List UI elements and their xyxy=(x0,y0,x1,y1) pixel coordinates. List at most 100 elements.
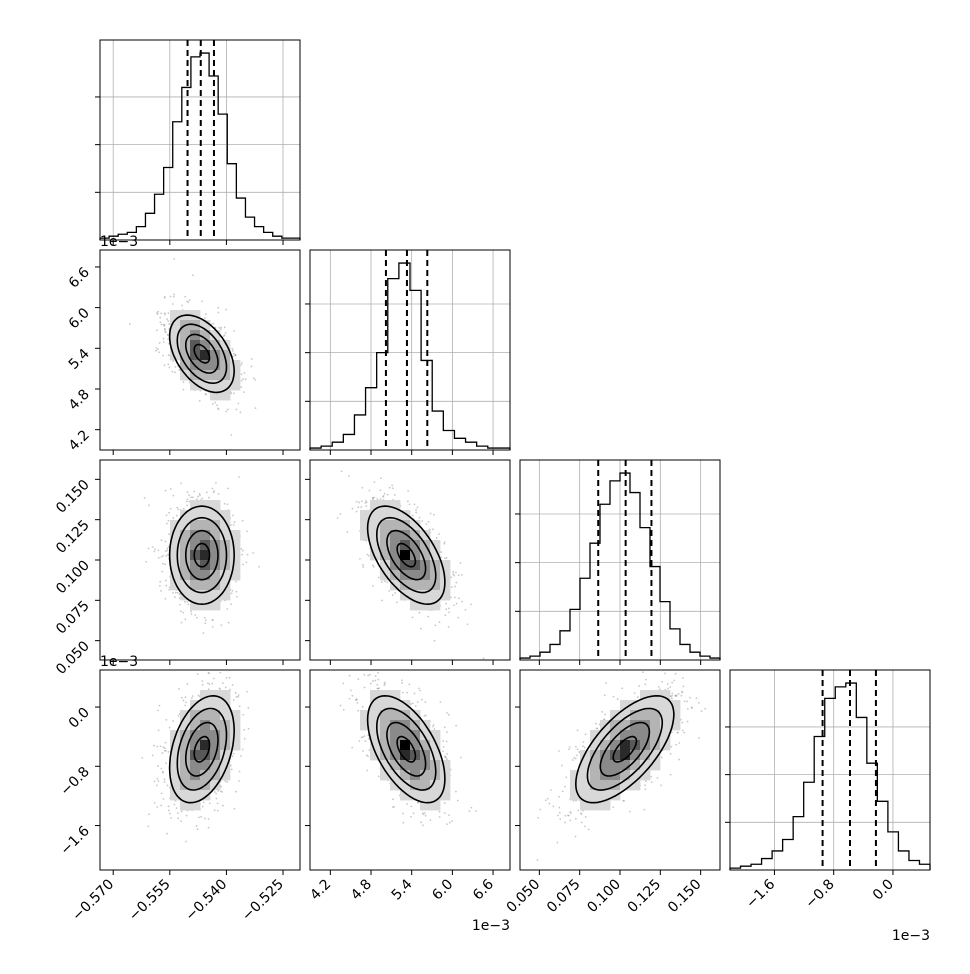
scatter-point xyxy=(700,710,703,713)
scatter-point xyxy=(425,523,428,526)
scatter-point xyxy=(174,371,176,374)
density-cell xyxy=(190,540,201,551)
scatter-point xyxy=(454,571,457,574)
scatter-point xyxy=(416,701,419,703)
scatter-point xyxy=(207,818,210,820)
scatter-point xyxy=(168,366,171,369)
y-tick-label: 4.2 xyxy=(66,427,93,454)
density-cell xyxy=(210,590,221,601)
scatter-point xyxy=(176,506,179,509)
scatter-point xyxy=(428,528,431,531)
density-cell xyxy=(640,750,651,761)
density-cell xyxy=(640,710,651,721)
scatter-point xyxy=(571,759,574,761)
scatter-point xyxy=(645,678,647,681)
scatter-point xyxy=(378,665,380,667)
scatter-point xyxy=(164,550,167,553)
scatter-point xyxy=(574,745,577,748)
scatter-point xyxy=(367,554,370,557)
scatter-point xyxy=(246,553,249,556)
scatter-point xyxy=(464,608,467,611)
density-cell xyxy=(660,730,671,741)
histogram-1 xyxy=(309,262,511,450)
density-cell xyxy=(180,780,191,791)
density-cell xyxy=(420,790,431,801)
scatter-point xyxy=(576,754,578,757)
density-cell xyxy=(210,500,221,511)
contour-line-2 xyxy=(185,721,219,777)
scatter-point xyxy=(448,611,450,614)
scatter-point xyxy=(445,740,448,743)
scatter-point xyxy=(172,591,174,594)
scatter-point xyxy=(226,780,229,783)
scatter-point xyxy=(443,812,446,814)
scatter-point xyxy=(410,805,413,808)
scatter-point xyxy=(229,524,232,526)
scatter-point xyxy=(348,475,350,477)
scatter-point xyxy=(233,330,235,332)
scatter-point xyxy=(147,825,150,828)
scatter-point xyxy=(240,386,243,388)
y-tick-label: 4.8 xyxy=(66,386,93,413)
scatter-point xyxy=(173,257,176,260)
scatter-point xyxy=(175,514,178,517)
scatter-point xyxy=(564,821,566,824)
x-tick-label: −0.540 xyxy=(182,876,230,924)
scatter-point xyxy=(239,411,242,414)
contour-line-1 xyxy=(375,516,437,594)
density-cell xyxy=(610,760,621,771)
scatter-point xyxy=(612,695,615,698)
scatter-point xyxy=(234,691,237,694)
scatter-point xyxy=(401,691,404,694)
scatter-point xyxy=(371,564,374,567)
density-cell xyxy=(200,380,211,391)
density-cell xyxy=(430,740,441,751)
scatter-panel-2-1 xyxy=(305,459,511,665)
scatter-point xyxy=(204,313,207,315)
scatter-point xyxy=(159,321,162,324)
scatter-point xyxy=(143,497,146,499)
density-cell xyxy=(400,530,411,541)
density-cell xyxy=(230,740,241,751)
scatter-point xyxy=(219,328,222,330)
scatter-point xyxy=(166,553,169,556)
density-cell xyxy=(220,340,231,351)
scatter-point xyxy=(368,749,371,752)
scatter-point xyxy=(678,758,681,761)
scatter-point xyxy=(169,488,172,490)
density-cell xyxy=(230,370,241,381)
scatter-point xyxy=(622,799,625,802)
scatter-point xyxy=(168,511,170,514)
scatter-point xyxy=(170,817,173,819)
scatter-point xyxy=(419,689,421,692)
scatter-point xyxy=(164,331,167,334)
scatter-point xyxy=(240,754,243,757)
density-cell xyxy=(400,510,411,521)
density-cell xyxy=(410,600,421,611)
offset-label-x-col3: 1e−3 xyxy=(892,928,930,944)
density-cell xyxy=(630,730,641,741)
scatter-point xyxy=(171,303,174,305)
scatter-point xyxy=(157,556,160,559)
scatter-point xyxy=(178,597,181,600)
scatter-point xyxy=(605,682,607,684)
density-cell xyxy=(420,740,431,751)
scatter-point xyxy=(362,563,364,566)
density-cell xyxy=(380,550,391,561)
scatter-point xyxy=(584,816,587,818)
scatter-point xyxy=(363,686,366,689)
scatter-point xyxy=(355,510,358,513)
scatter-point xyxy=(159,745,162,748)
scatter-point xyxy=(446,731,448,734)
density-cell xyxy=(170,320,181,331)
scatter-point xyxy=(229,764,232,767)
scatter-point xyxy=(212,619,215,621)
density-cell xyxy=(430,590,441,601)
density-cell xyxy=(360,710,371,721)
density-cell xyxy=(440,760,451,771)
scatter-point xyxy=(158,584,161,587)
scatter-point xyxy=(167,545,170,548)
scatter-point xyxy=(220,790,222,793)
scatter-point xyxy=(167,519,170,522)
